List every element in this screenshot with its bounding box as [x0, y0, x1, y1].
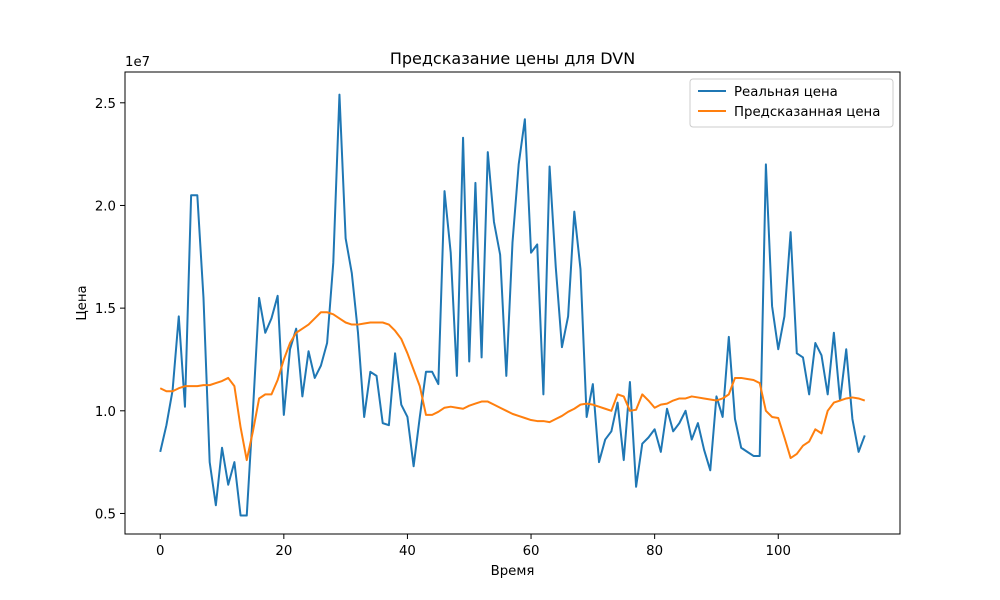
axes [124, 71, 901, 535]
x-axis-ticks: 0 20 40 60 80 100 [156, 534, 791, 559]
x-tick-label: 80 [646, 544, 663, 559]
x-tick-label: 20 [275, 544, 292, 559]
chart-title: Предсказание цены для DVN [390, 49, 635, 68]
x-tick-label: 60 [523, 544, 540, 559]
y-axis-offset-label: 1e7 [125, 55, 150, 70]
y-tick-label: 2.0 [95, 199, 116, 214]
series-line-real-price [159, 93, 866, 517]
x-axis-title: Время [491, 564, 535, 579]
y-axis-ticks: 0.5 1.0 1.5 2.0 2.5 [95, 97, 125, 522]
x-tick-label: 0 [156, 544, 164, 559]
x-tick-label: 100 [766, 544, 791, 559]
y-tick-label: 1.5 [95, 302, 116, 317]
legend-label-real-price: Реальная цена [734, 85, 838, 100]
legend: Реальная цена Предсказанная цена [689, 78, 894, 128]
y-axis-title: Цена [75, 285, 90, 320]
plot-area [159, 93, 866, 517]
y-tick-label: 2.5 [95, 97, 116, 112]
legend-frame [689, 78, 894, 128]
y-tick-label: 0.5 [95, 507, 116, 522]
x-tick-label: 40 [399, 544, 416, 559]
series-line-predicted-price [159, 311, 866, 462]
axes-frame [124, 71, 901, 535]
y-tick-label: 1.0 [95, 405, 116, 420]
legend-label-predicted-price: Предсказанная цена [734, 105, 880, 120]
